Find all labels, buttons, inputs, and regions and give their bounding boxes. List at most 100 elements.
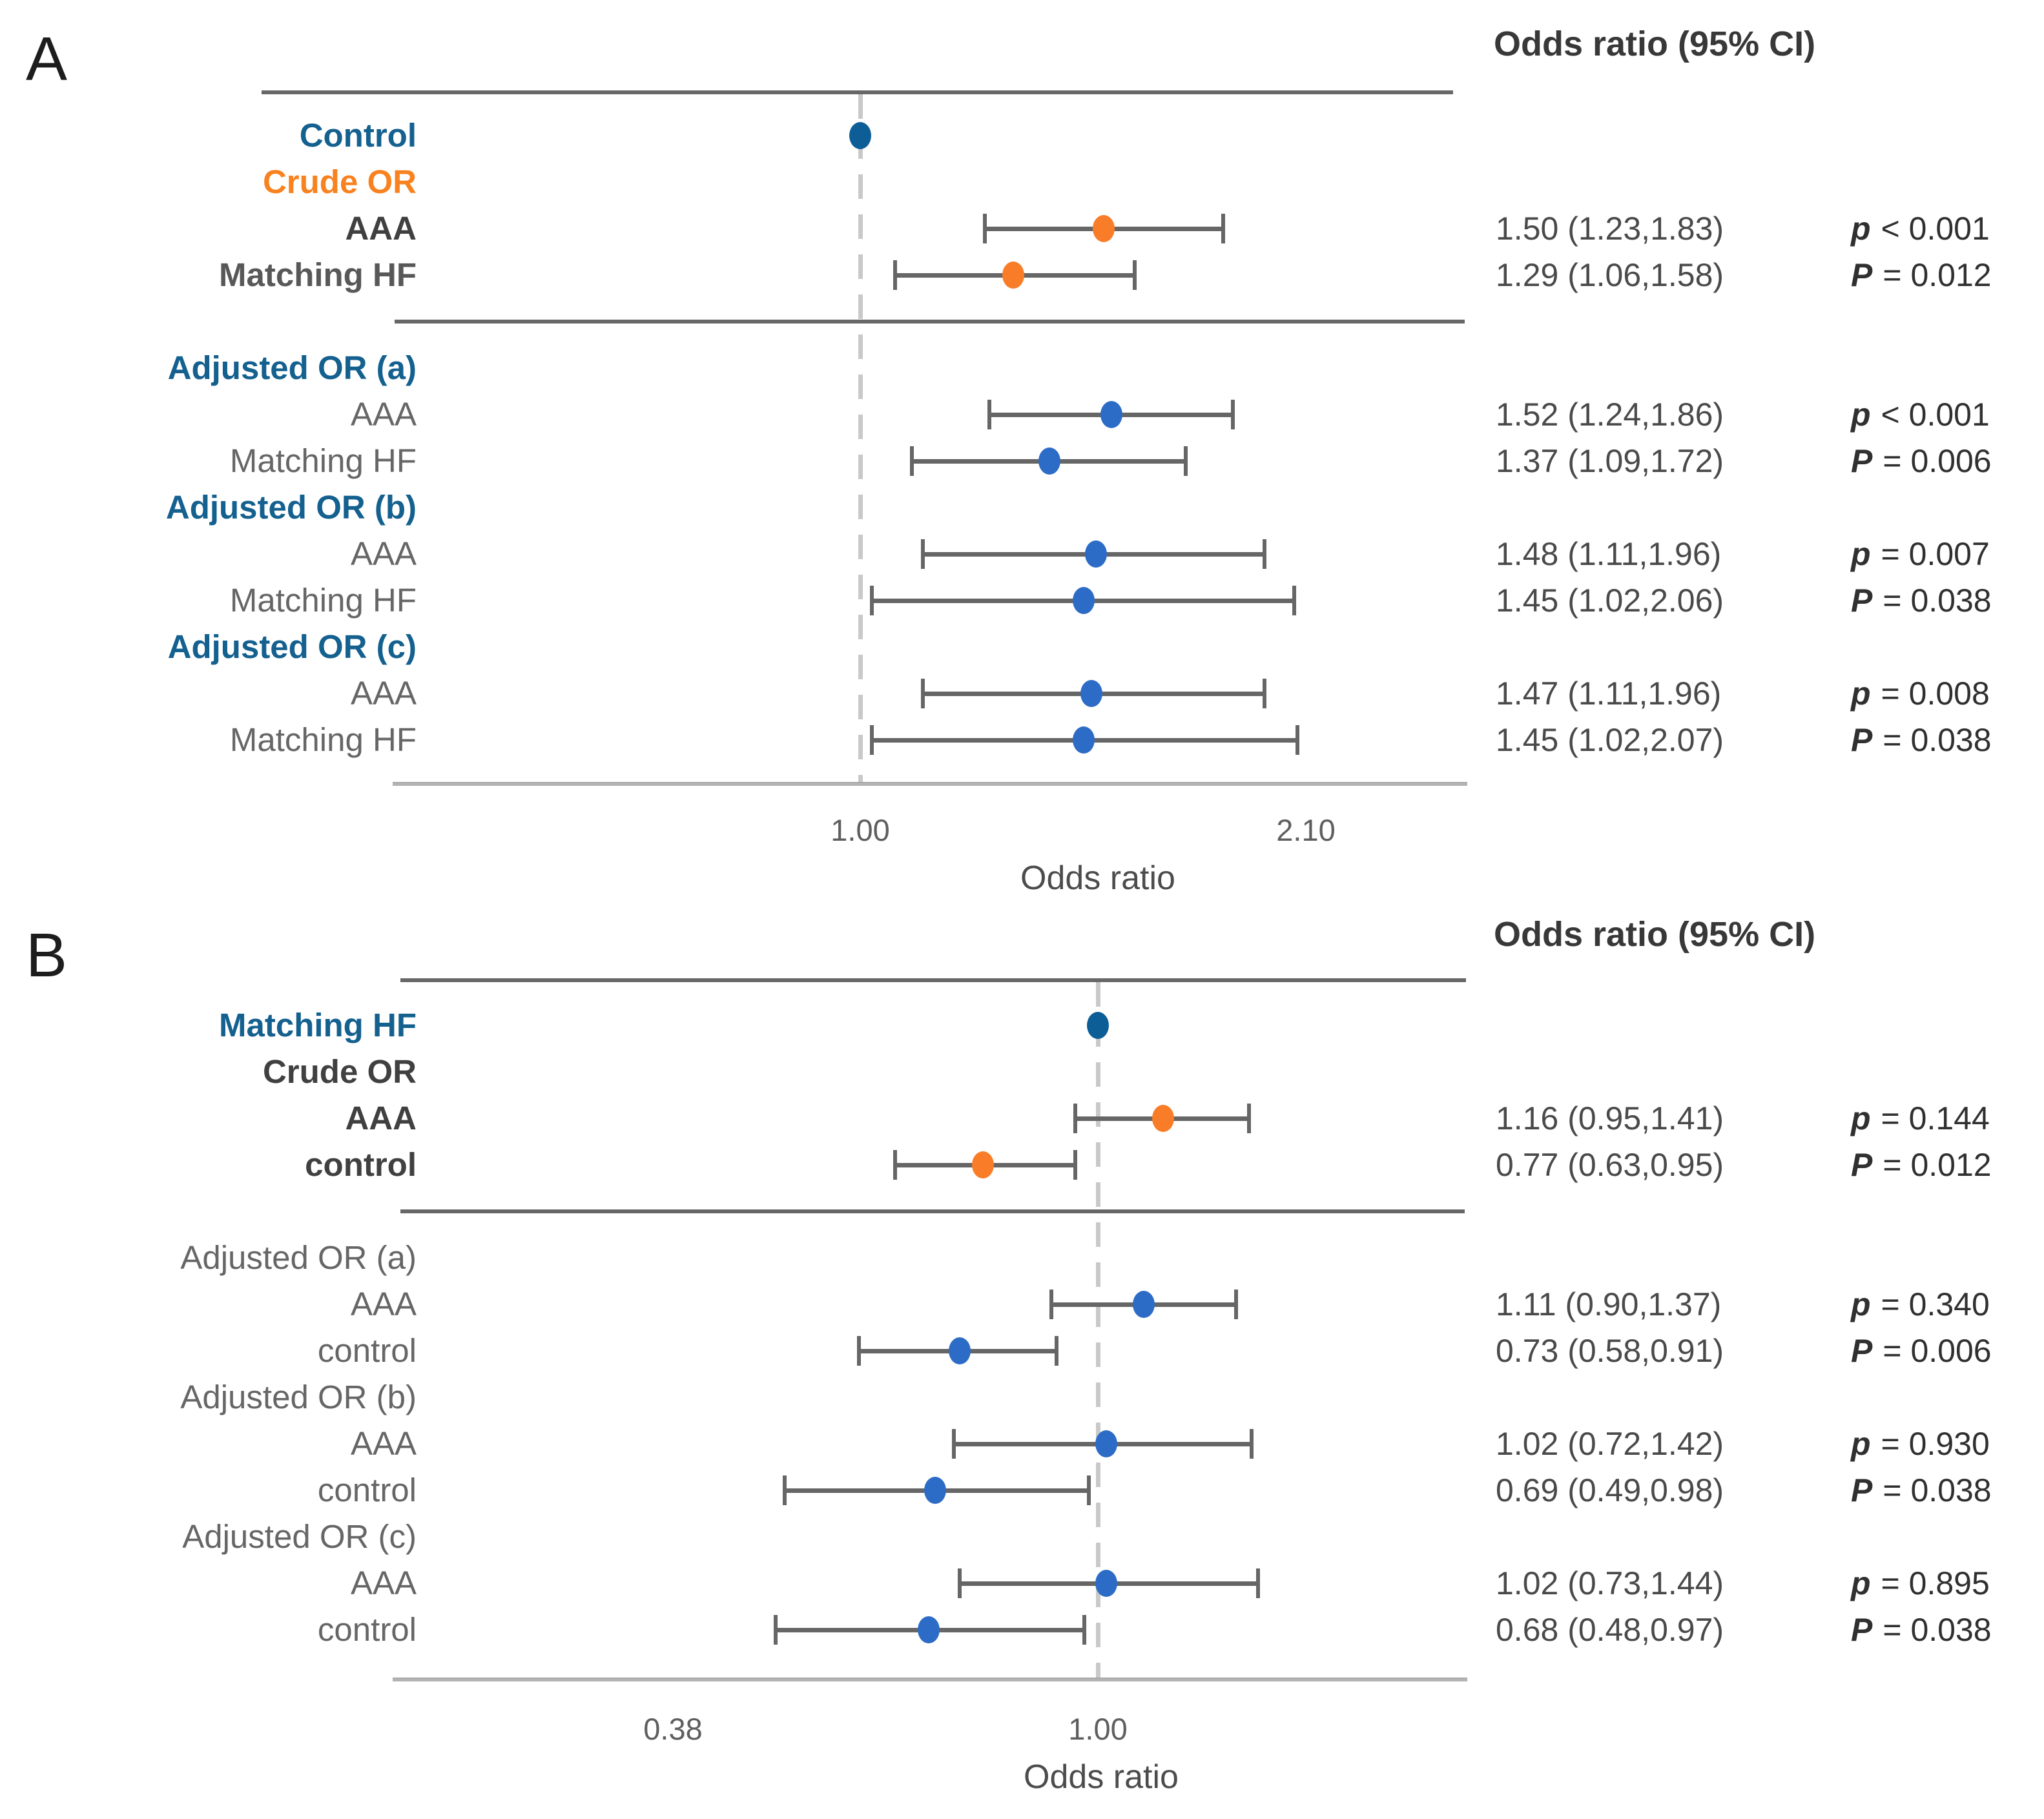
- ci-cap-left: [1073, 1104, 1078, 1133]
- estimate-dot: [1072, 726, 1095, 754]
- estimate-dot: [1095, 1430, 1118, 1457]
- estimate-dot: [948, 1337, 971, 1364]
- row-label: control: [305, 1146, 417, 1183]
- p-value: p = 0.930: [1851, 1424, 1990, 1463]
- ci-cap-left: [957, 1568, 962, 1598]
- top-rule: [400, 978, 1466, 982]
- p-number: = 0.007: [1881, 536, 1990, 572]
- row-label: AAA: [345, 210, 417, 247]
- or-ci-value: 1.45 (1.02,2.07): [1496, 722, 1724, 758]
- p-symbol: P: [1851, 1147, 1873, 1183]
- p-number: = 0.340: [1881, 1286, 1990, 1322]
- top-rule: [262, 90, 1453, 94]
- odds-ratio-ci-header: Odds ratio (95% CI): [1494, 25, 1816, 63]
- p-symbol: p: [1851, 1100, 1871, 1136]
- estimate-dot: [924, 1477, 946, 1504]
- or-ci-value: 1.47 (1.11,1.96): [1496, 675, 1722, 712]
- ci-cap-left: [773, 1615, 778, 1645]
- p-symbol: P: [1851, 1472, 1873, 1508]
- p-symbol: P: [1851, 582, 1873, 619]
- ci-cap-right: [1234, 1290, 1239, 1319]
- p-symbol: p: [1851, 675, 1871, 712]
- row-label: Adjusted OR (c): [182, 1518, 417, 1555]
- row-label: AAA: [350, 1286, 417, 1322]
- axis-line: [393, 782, 1467, 786]
- p-number: = 0.038: [1883, 1612, 1992, 1648]
- ci-cap-right: [1054, 1336, 1058, 1366]
- p-value: p = 0.007: [1851, 535, 1990, 573]
- row-label: AAA: [350, 396, 417, 433]
- ci-cap-left: [893, 260, 898, 290]
- p-number: < 0.001: [1881, 211, 1990, 247]
- ci-cap-right: [1262, 679, 1266, 708]
- axis-tick-label: 2.10: [1276, 813, 1336, 847]
- ci-cap-right: [1184, 446, 1188, 476]
- estimate-dot: [917, 1616, 940, 1643]
- p-value: p = 0.008: [1851, 674, 1990, 713]
- ci-cap-right: [1082, 1615, 1087, 1645]
- p-number: = 0.038: [1883, 1472, 1992, 1508]
- row-label: AAA: [350, 675, 417, 712]
- ci-cap-right: [1221, 214, 1225, 243]
- ci-cap-right: [1262, 539, 1266, 569]
- p-symbol: P: [1851, 257, 1873, 293]
- or-ci-value: 1.50 (1.23,1.83): [1496, 211, 1724, 247]
- ci-cap-right: [1255, 1568, 1260, 1598]
- p-number: = 0.012: [1883, 1147, 1992, 1183]
- p-value: P = 0.006: [1851, 1331, 1992, 1370]
- p-number: = 0.008: [1881, 675, 1990, 712]
- ci-cap-left: [982, 214, 987, 243]
- row-label: Adjusted OR (b): [180, 1379, 417, 1415]
- axis-line: [393, 1678, 1467, 1681]
- ci-cap-left: [987, 400, 992, 429]
- ci-cap-right: [1250, 1429, 1254, 1459]
- ci-cap-right: [1231, 400, 1235, 429]
- p-symbol: p: [1851, 211, 1871, 247]
- estimate-dot: [1100, 401, 1123, 428]
- ci-cap-left: [870, 586, 874, 615]
- p-symbol: P: [1851, 1333, 1873, 1369]
- estimate-dot: [1132, 1291, 1155, 1318]
- row-label: control: [317, 1472, 417, 1508]
- estimate-dot: [1072, 587, 1095, 614]
- row-label: Matching HF: [219, 256, 417, 293]
- ci-cap-right: [1246, 1104, 1251, 1133]
- p-value: P = 0.012: [1851, 256, 1992, 294]
- ci-cap-right: [1073, 1150, 1078, 1180]
- axis-title: Odds ratio: [1024, 1758, 1179, 1796]
- p-number: = 0.930: [1881, 1426, 1990, 1462]
- estimate-dot: [1084, 540, 1107, 568]
- row-label: AAA: [350, 1565, 417, 1601]
- p-number: = 0.038: [1883, 722, 1992, 758]
- p-symbol: p: [1851, 1565, 1871, 1601]
- row-label: AAA: [350, 535, 417, 572]
- row-label: AAA: [345, 1100, 417, 1136]
- row-label: Matching HF: [229, 582, 417, 619]
- or-ci-value: 0.69 (0.49,0.98): [1496, 1472, 1724, 1508]
- or-ci-value: 1.48 (1.11,1.96): [1496, 536, 1722, 572]
- row-label: Adjusted OR (c): [167, 628, 417, 665]
- or-ci-value: 1.29 (1.06,1.58): [1496, 257, 1724, 293]
- or-ci-value: 1.37 (1.09,1.72): [1496, 443, 1724, 479]
- row-label: Adjusted OR (a): [180, 1239, 417, 1276]
- row-label: Crude OR: [262, 163, 417, 200]
- p-value: p = 0.895: [1851, 1564, 1990, 1603]
- estimate-dot: [1087, 1012, 1109, 1039]
- p-symbol: P: [1851, 443, 1873, 479]
- p-symbol: p: [1851, 536, 1871, 572]
- p-value: P = 0.038: [1851, 1610, 1992, 1649]
- or-ci-value: 1.45 (1.02,2.06): [1496, 582, 1724, 619]
- ci-cap-left: [921, 539, 925, 569]
- ci-cap-left: [921, 679, 925, 708]
- row-label: Adjusted OR (b): [165, 489, 417, 526]
- row-label: Matching HF: [229, 721, 417, 758]
- ci-cap-left: [870, 725, 874, 755]
- row-label: Crude OR: [262, 1053, 417, 1090]
- axis-tick-label: 1.00: [1068, 1712, 1128, 1746]
- section-divider: [395, 320, 1465, 324]
- p-value: p < 0.001: [1851, 395, 1990, 434]
- p-value: P = 0.038: [1851, 1471, 1992, 1510]
- or-ci-value: 0.77 (0.63,0.95): [1496, 1147, 1724, 1183]
- row-label: Adjusted OR (a): [167, 349, 417, 386]
